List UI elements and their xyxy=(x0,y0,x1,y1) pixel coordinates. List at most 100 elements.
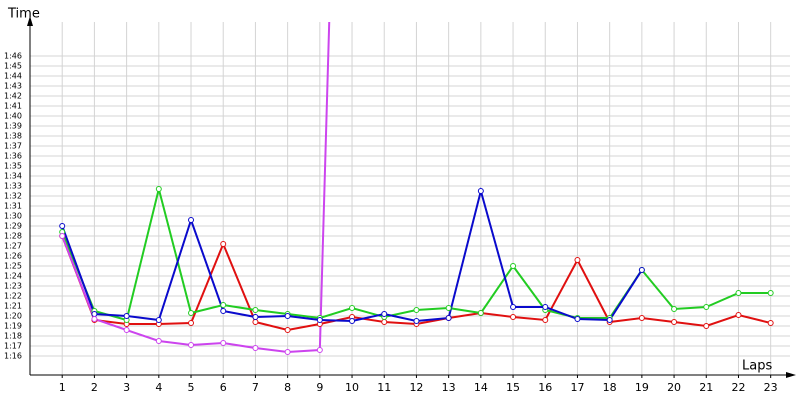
x-tick-label: 21 xyxy=(699,381,713,394)
point xyxy=(252,314,259,320)
y-tick-label: 1:26 xyxy=(4,252,22,261)
point xyxy=(284,349,291,355)
point xyxy=(735,312,742,318)
y-tick-label: 1:44 xyxy=(4,72,22,81)
x-axis-label: Laps xyxy=(742,359,772,374)
point xyxy=(284,313,291,319)
y-tick-label: 1:42 xyxy=(4,92,22,101)
y-axis-label: Time xyxy=(7,7,40,22)
point xyxy=(188,320,195,326)
point xyxy=(445,305,452,311)
point xyxy=(638,315,645,321)
point xyxy=(703,304,710,310)
y-tick-label: 1:28 xyxy=(4,232,22,241)
y-tick-label: 1:17 xyxy=(4,342,22,351)
y-tick-label: 1:37 xyxy=(4,142,22,151)
y-tick-label: 1:29 xyxy=(4,222,22,231)
x-tick-label: 23 xyxy=(764,381,778,394)
point xyxy=(735,290,742,296)
y-tick-label: 1:21 xyxy=(4,302,22,311)
point xyxy=(220,302,227,308)
x-tick-label: 4 xyxy=(155,381,162,394)
point xyxy=(349,318,356,324)
x-tick-label: 7 xyxy=(252,381,259,394)
y-tick-label: 1:38 xyxy=(4,132,22,141)
x-tick-label: 5 xyxy=(188,381,195,394)
y-tick-label: 1:32 xyxy=(4,192,22,201)
point xyxy=(638,267,645,273)
point xyxy=(413,318,420,324)
plot-area xyxy=(59,22,774,355)
x-tick-label: 14 xyxy=(474,381,488,394)
y-tick-label: 1:20 xyxy=(4,312,22,321)
point xyxy=(445,315,452,321)
point xyxy=(542,304,549,310)
point xyxy=(220,308,227,314)
point xyxy=(284,327,291,333)
x-tick-label: 17 xyxy=(570,381,584,394)
point xyxy=(155,186,162,192)
series-line xyxy=(61,22,331,354)
point xyxy=(381,311,388,317)
point xyxy=(316,317,323,323)
y-tick-label: 1:41 xyxy=(4,102,22,111)
point xyxy=(316,347,323,353)
point xyxy=(155,317,162,323)
y-tick-label: 1:34 xyxy=(4,172,22,181)
point xyxy=(188,217,195,223)
point xyxy=(381,319,388,325)
point xyxy=(123,327,130,333)
point xyxy=(220,340,227,346)
y-tick-label: 1:43 xyxy=(4,82,22,91)
point xyxy=(574,257,581,263)
y-tick-label: 1:25 xyxy=(4,262,22,271)
point xyxy=(91,311,98,317)
x-tick-label: 19 xyxy=(635,381,649,394)
point xyxy=(252,319,259,325)
point xyxy=(188,310,195,316)
point xyxy=(606,317,613,323)
point xyxy=(703,323,710,329)
x-tick-label: 18 xyxy=(603,381,617,394)
point xyxy=(252,307,259,313)
x-tick-label: 12 xyxy=(409,381,423,394)
y-tick-label: 1:16 xyxy=(4,352,22,361)
x-tick-label: 8 xyxy=(284,381,291,394)
point xyxy=(59,233,66,239)
point xyxy=(477,310,484,316)
y-tick-label: 1:30 xyxy=(4,212,22,221)
y-tick-label: 1:18 xyxy=(4,332,22,341)
point xyxy=(671,319,678,325)
point xyxy=(220,241,227,247)
point xyxy=(477,188,484,194)
y-tick-label: 1:19 xyxy=(4,322,22,331)
x-tick-label: 20 xyxy=(667,381,681,394)
point xyxy=(510,304,517,310)
y-tick-label: 1:31 xyxy=(4,202,22,211)
point xyxy=(510,263,517,269)
point xyxy=(155,338,162,344)
point xyxy=(574,316,581,322)
y-tick-label: 1:33 xyxy=(4,182,22,191)
x-tick-label: 22 xyxy=(731,381,745,394)
y-axis-arrow xyxy=(27,16,33,26)
point xyxy=(671,306,678,312)
point xyxy=(767,320,774,326)
y-tick-label: 1:36 xyxy=(4,152,22,161)
x-tick-label: 16 xyxy=(538,381,552,394)
x-tick-label: 11 xyxy=(377,381,391,394)
x-tick-label: 1 xyxy=(59,381,66,394)
point xyxy=(413,307,420,313)
point xyxy=(252,345,259,351)
point xyxy=(542,317,549,323)
x-axis-arrow xyxy=(786,372,796,378)
x-tick-label: 6 xyxy=(220,381,227,394)
y-tick-label: 1:23 xyxy=(4,282,22,291)
y-tick-label: 1:39 xyxy=(4,122,22,131)
y-tick-label: 1:24 xyxy=(4,272,22,281)
point xyxy=(767,290,774,296)
x-tick-label: 13 xyxy=(442,381,456,394)
point xyxy=(188,342,195,348)
point xyxy=(59,223,66,229)
